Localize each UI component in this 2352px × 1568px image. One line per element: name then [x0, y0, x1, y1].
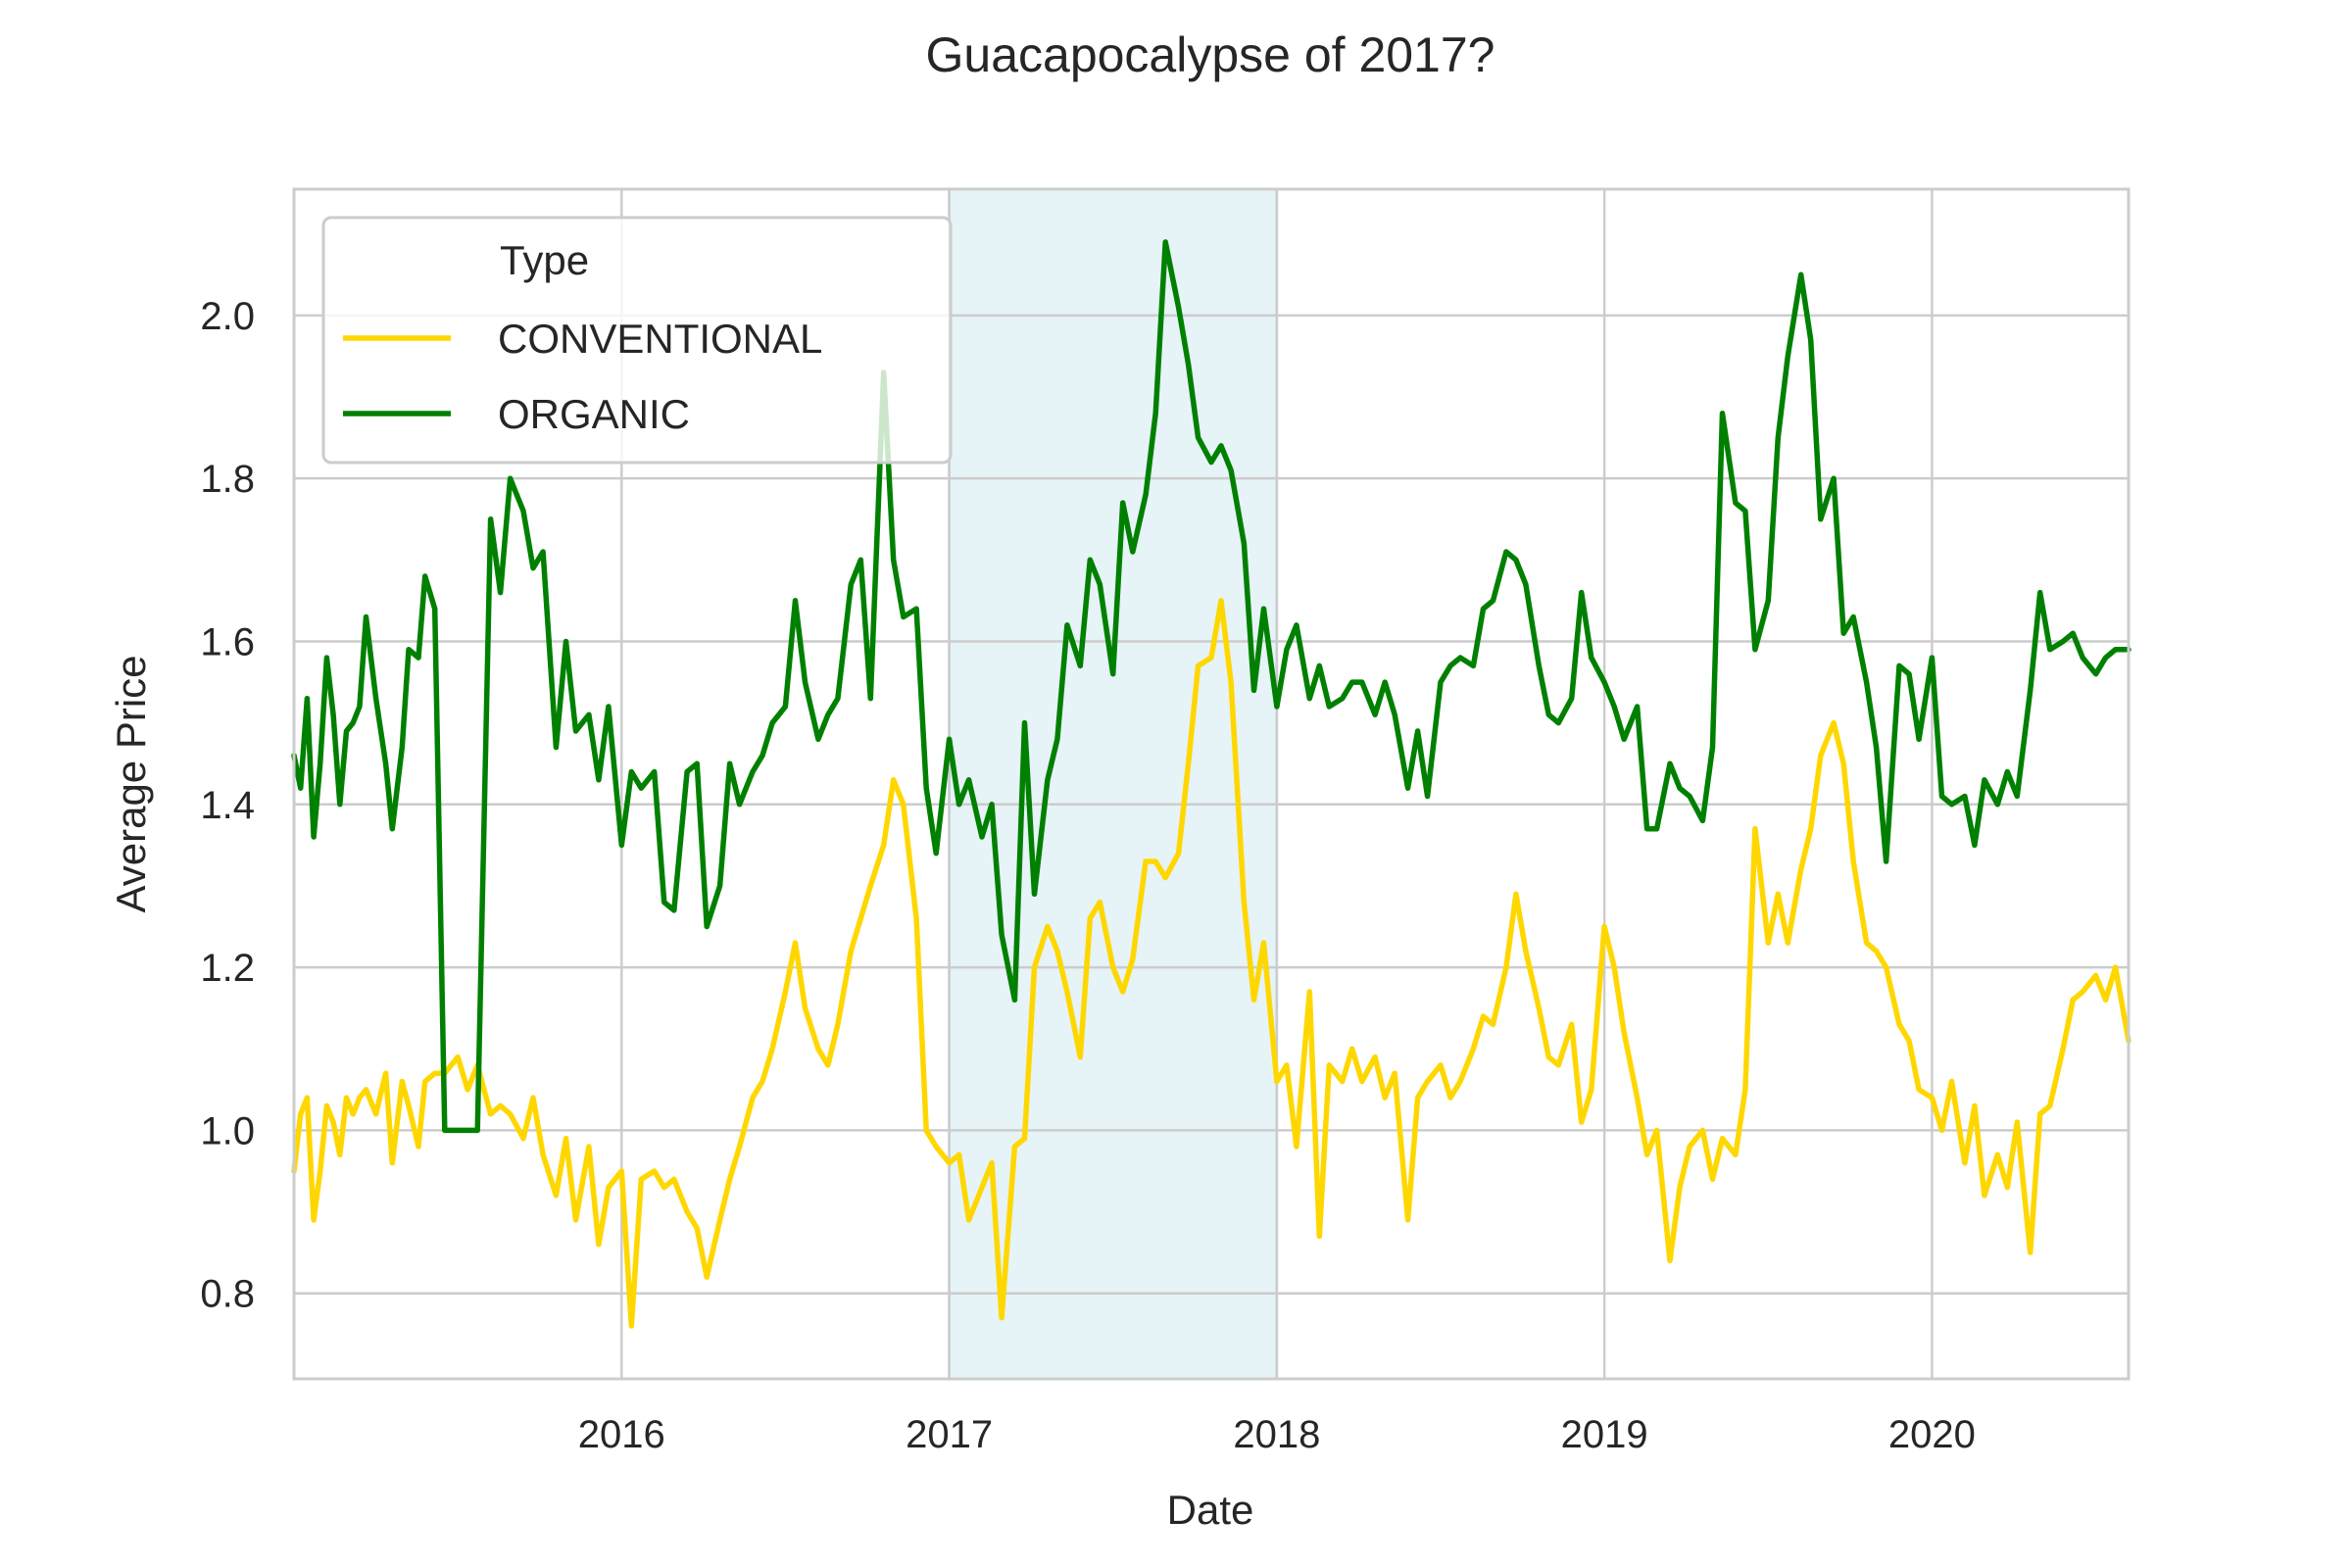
x-tick-2018: 2018	[1233, 1413, 1320, 1456]
y-tick-1.0: 1.0	[200, 1109, 255, 1152]
y-tick-labels: 0.8 1.0 1.2 1.4 1.6 1.8 2.0	[200, 295, 255, 1316]
chart-title: Guacapocalypse of 2017?	[926, 27, 1495, 82]
y-tick-1.2: 1.2	[200, 947, 255, 990]
y-tick-1.8: 1.8	[200, 458, 255, 501]
legend-box	[321, 216, 953, 465]
highlight-span-2017	[948, 187, 1279, 1381]
x-tick-2017: 2017	[906, 1413, 993, 1456]
x-tick-labels: 2016 2017 2018 2019 2020	[578, 1413, 1976, 1456]
x-tick-2019: 2019	[1561, 1413, 1648, 1456]
y-tick-1.6: 1.6	[200, 620, 255, 663]
legend: Type CONVENTIONAL ORGANIC	[321, 216, 953, 465]
y-tick-2.0: 2.0	[200, 295, 255, 338]
legend-label-organic: ORGANIC	[498, 391, 690, 437]
legend-label-conventional: CONVENTIONAL	[498, 316, 822, 362]
x-tick-2020: 2020	[1888, 1413, 1976, 1456]
series-line-conventional	[291, 598, 2132, 1329]
y-axis-label: Average Price	[108, 655, 154, 912]
x-axis-label: Date	[1167, 1487, 1254, 1533]
legend-title: Type	[500, 237, 589, 283]
series-line-organic	[291, 239, 2132, 1134]
x-tick-2016: 2016	[578, 1413, 665, 1456]
y-tick-0.8: 0.8	[200, 1273, 255, 1316]
y-tick-1.4: 1.4	[200, 784, 255, 827]
plot-frame	[292, 187, 2131, 1381]
series-lines	[291, 239, 2132, 1329]
